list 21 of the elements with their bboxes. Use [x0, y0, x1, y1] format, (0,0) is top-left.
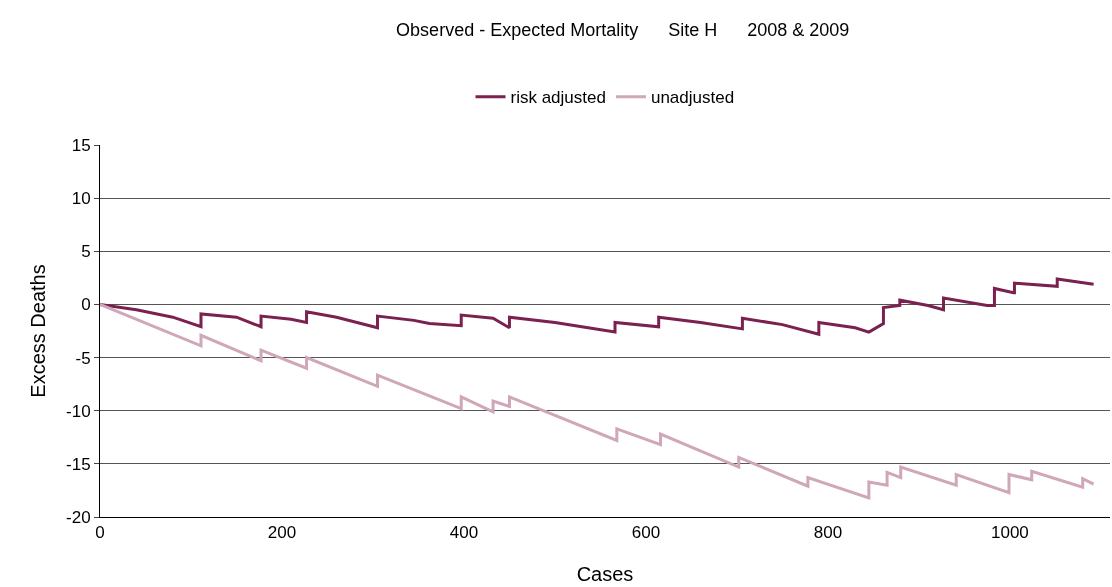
x-tick-label: 400 [449, 523, 479, 543]
y-tick-label: 10 [71, 189, 91, 209]
y-tick-label: -10 [66, 401, 91, 421]
x-tick-label: 600 [631, 523, 661, 543]
x-tick-label: 1000 [991, 523, 1029, 543]
x-tick-label: 0 [95, 523, 105, 543]
y-tick-label: -15 [66, 454, 91, 474]
x-tick-label: 800 [813, 523, 843, 543]
x-axis-title: Cases [576, 562, 634, 585]
y-tick-label: 5 [81, 242, 91, 262]
chart-title: Observed - Expected Mortality Site H 2008 & 2009 [396, 20, 850, 41]
y-axis-title: Excess Deaths [26, 264, 49, 398]
y-tick-label: -20 [66, 507, 91, 527]
legend-label: risk adjusted [510, 88, 606, 108]
y-tick-label: 15 [71, 135, 91, 155]
line-series [100, 302, 1096, 500]
legend-label: unadjusted [650, 88, 735, 108]
y-tick-label: 0 [81, 295, 91, 315]
line-series [100, 277, 1096, 336]
y-tick-label: -5 [75, 348, 91, 368]
x-tick-label: 200 [267, 523, 297, 543]
